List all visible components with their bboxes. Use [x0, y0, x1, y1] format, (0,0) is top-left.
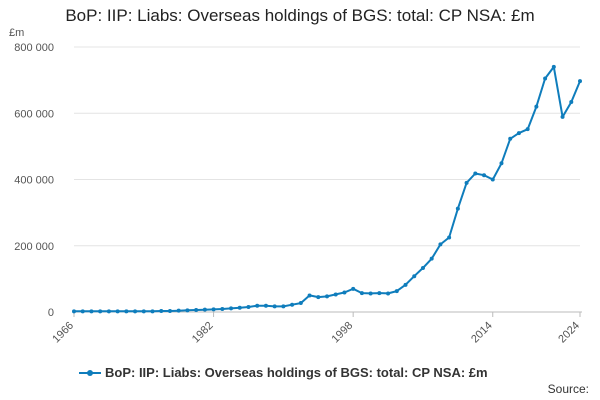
y-tick-label: 0 — [48, 307, 54, 319]
y-tick-label: 400 000 — [14, 175, 54, 187]
data-point — [403, 282, 408, 287]
x-axis-ticks — [73, 312, 581, 317]
data-point — [499, 161, 504, 166]
legend-label: BoP: IIP: Liabs: Overseas holdings of BG… — [105, 365, 488, 380]
data-point — [525, 127, 530, 132]
data-point — [124, 309, 129, 314]
data-point — [159, 309, 164, 314]
data-point — [272, 304, 277, 309]
data-point — [333, 292, 338, 297]
x-tick-label: 2014 — [469, 320, 495, 346]
data-point — [72, 309, 76, 314]
data-point — [482, 173, 487, 178]
data-point — [508, 136, 513, 141]
data-point — [133, 309, 138, 314]
data-point — [237, 305, 242, 310]
data-point — [516, 131, 521, 136]
y-tick-label: 600 000 — [14, 108, 54, 120]
data-point — [569, 99, 574, 104]
y-axis-labels: 0 200 000 400 000 600 000 800 000 — [14, 42, 54, 319]
data-point — [412, 274, 417, 279]
data-point — [246, 305, 251, 310]
data-point — [578, 79, 582, 84]
data-point — [202, 307, 207, 312]
data-point — [141, 309, 146, 314]
source-label: Source: — [547, 382, 589, 396]
data-point — [106, 309, 111, 314]
data-point — [429, 256, 434, 261]
data-point — [543, 76, 548, 81]
x-tick-label: 1966 — [50, 320, 76, 346]
data-point — [325, 294, 329, 299]
data-point — [194, 308, 199, 313]
data-point — [255, 303, 260, 308]
data-point — [307, 293, 312, 298]
data-point — [560, 114, 565, 119]
data-point — [98, 309, 103, 314]
data-point — [342, 290, 347, 295]
grid-lines — [74, 46, 580, 247]
data-point — [394, 289, 399, 294]
legend-swatch-icon — [79, 368, 101, 378]
data-point — [490, 177, 495, 182]
x-tick-label: 2024 — [556, 320, 582, 346]
data-point — [464, 180, 469, 185]
data-point — [368, 291, 373, 296]
legend[interactable]: BoP: IIP: Liabs: Overseas holdings of BG… — [79, 365, 488, 380]
data-point — [455, 206, 460, 211]
data-point — [290, 302, 295, 307]
data-point — [281, 304, 286, 309]
data-point — [89, 309, 94, 314]
data-point — [115, 309, 120, 314]
data-point — [386, 291, 391, 296]
data-point — [220, 307, 225, 312]
data-point — [551, 64, 556, 69]
data-point — [420, 265, 425, 270]
data-point — [150, 309, 155, 314]
data-point — [176, 308, 181, 313]
data-point — [263, 303, 268, 308]
y-tick-label: 200 000 — [14, 241, 54, 253]
data-point — [473, 171, 478, 176]
data-point — [377, 291, 382, 296]
x-tick-label: 1998 — [329, 320, 355, 346]
data-point — [298, 301, 303, 306]
x-axis-labels: 1966 1982 1998 2014 2024 — [50, 320, 582, 346]
y-axis-unit: £m — [9, 27, 25, 39]
data-points — [72, 64, 582, 314]
data-point — [316, 295, 321, 300]
data-point — [447, 235, 452, 240]
data-point — [167, 309, 172, 314]
data-point — [211, 307, 216, 312]
y-tick-label: 800 000 — [14, 42, 54, 54]
data-point — [80, 309, 85, 314]
series-line — [74, 65, 581, 313]
data-point — [359, 291, 364, 296]
data-point — [351, 286, 356, 291]
data-point — [534, 104, 539, 109]
data-point — [438, 242, 443, 247]
chart-title: BoP: IIP: Liabs: Overseas holdings of BG… — [65, 6, 535, 25]
data-point — [229, 306, 234, 311]
data-point — [185, 308, 190, 313]
x-tick-label: 1982 — [190, 320, 216, 346]
